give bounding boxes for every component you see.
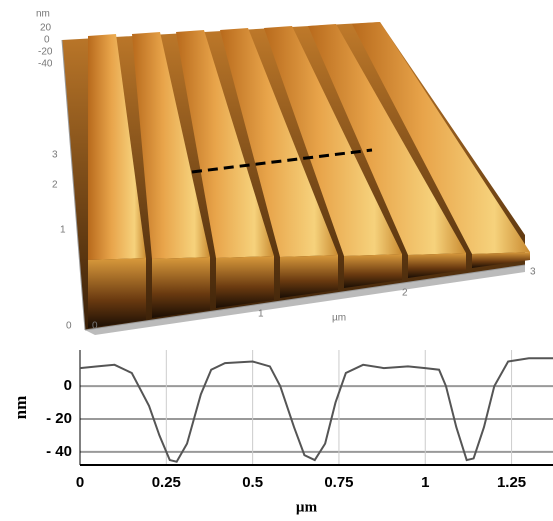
x-axis-label: µm (296, 499, 318, 515)
plot-area (80, 350, 553, 465)
y-tick: 1 (60, 225, 66, 236)
y-axis-label: nm (11, 396, 30, 420)
x-tick-label: 1.25 (497, 474, 526, 491)
x-tick: 2 (402, 288, 408, 299)
z-tick: 0 (44, 35, 50, 46)
x-tick-label: 0 (76, 474, 84, 491)
y-tick-label: 0 (64, 377, 72, 394)
x-tick: 1 (258, 309, 264, 320)
y-tick: 3 (52, 150, 58, 161)
z-tick: -20 (38, 47, 53, 58)
x-tick-label: 0.75 (324, 474, 353, 491)
figure: nm 20 0 -20 -40 3 2 1 0 0 1 2 3 µm 0 - 20… (0, 0, 553, 521)
z-unit: nm (36, 9, 50, 20)
x-tick-label: 0.5 (242, 474, 263, 491)
ridge-front (152, 257, 210, 318)
y-tick: 0 (66, 321, 72, 332)
z-tick: -40 (38, 59, 53, 70)
x-tick-label: 1 (421, 474, 429, 491)
x-tick: 3 (530, 267, 536, 278)
y-tick-label: - 20 (46, 410, 72, 427)
ridge-front (88, 258, 146, 328)
x-tick-label: 0.25 (152, 474, 181, 491)
x-unit: µm (332, 313, 346, 324)
z-tick: 20 (40, 23, 52, 34)
afm-3d-image (62, 22, 530, 335)
ridge-front (216, 256, 274, 308)
x-tick: 0 (92, 321, 98, 332)
y-tick: 2 (52, 180, 58, 191)
y-tick-label: - 40 (46, 443, 72, 460)
